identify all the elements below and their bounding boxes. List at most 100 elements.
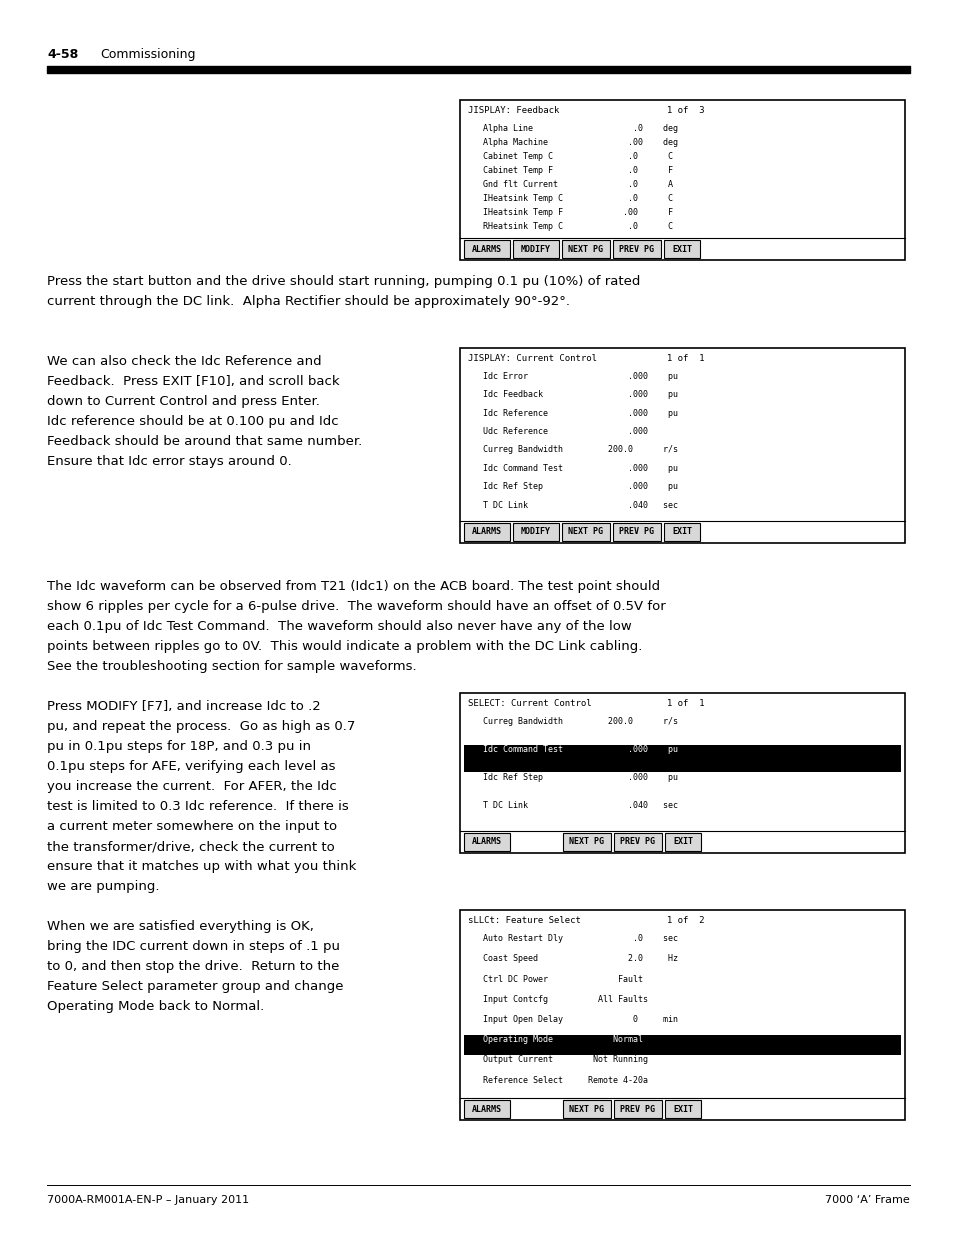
Text: Idc Ref Step                 .000    pu: Idc Ref Step .000 pu — [468, 482, 678, 492]
Text: Idc Feedback                 .000    pu: Idc Feedback .000 pu — [468, 390, 678, 399]
Text: Feature Select parameter group and change: Feature Select parameter group and chang… — [47, 981, 343, 993]
Bar — [513, 522, 558, 541]
Text: ALARMS: ALARMS — [472, 527, 501, 536]
Text: Idc Command Test             .000    pu: Idc Command Test .000 pu — [468, 464, 678, 473]
Text: sLLCt: Feature Select                1 of  2: sLLCt: Feature Select 1 of 2 — [468, 916, 703, 925]
Bar — [513, 240, 558, 258]
Text: EXIT: EXIT — [672, 837, 692, 846]
Text: to 0, and then stop the drive.  Return to the: to 0, and then stop the drive. Return to… — [47, 960, 339, 973]
Text: points between ripples go to 0V.  This would indicate a problem with the DC Link: points between ripples go to 0V. This wo… — [47, 640, 641, 653]
Bar — [663, 522, 700, 541]
Text: IHeatsink Temp C             .0      C: IHeatsink Temp C .0 C — [468, 194, 672, 203]
Text: PREV PG: PREV PG — [618, 245, 654, 253]
Text: Cabinet Temp C               .0      C: Cabinet Temp C .0 C — [468, 152, 672, 161]
Text: Input Open Delay              0     min: Input Open Delay 0 min — [468, 1015, 678, 1024]
Text: PREV PG: PREV PG — [618, 527, 654, 536]
Text: Output Current        Not Running: Output Current Not Running — [468, 1056, 647, 1065]
Text: Idc Reference                .000    pu: Idc Reference .000 pu — [468, 409, 678, 417]
Text: current through the DC link.  Alpha Rectifier should be approximately 90°-92°.: current through the DC link. Alpha Recti… — [47, 295, 569, 308]
Text: EXIT: EXIT — [672, 1104, 692, 1114]
Text: ensure that it matches up with what you think: ensure that it matches up with what you … — [47, 860, 356, 873]
Text: NEXT PG: NEXT PG — [569, 1104, 604, 1114]
Text: 7000A-RM001A-EN-P – January 2011: 7000A-RM001A-EN-P – January 2011 — [47, 1195, 249, 1205]
Bar — [561, 522, 609, 541]
Text: ALARMS: ALARMS — [472, 837, 501, 846]
Text: 7000 ‘A’ Frame: 7000 ‘A’ Frame — [824, 1195, 909, 1205]
Bar — [613, 522, 660, 541]
Text: ALARMS: ALARMS — [472, 1104, 501, 1114]
Text: show 6 ripples per cycle for a 6-pulse drive.  The waveform should have an offse: show 6 ripples per cycle for a 6-pulse d… — [47, 600, 665, 613]
Bar — [614, 1100, 661, 1118]
Text: Alpha Machine                .00    deg: Alpha Machine .00 deg — [468, 138, 678, 147]
Bar — [459, 910, 904, 1120]
Bar — [664, 1100, 700, 1118]
Text: Idc Ref Step                 .000    pu: Idc Ref Step .000 pu — [468, 773, 678, 782]
Text: Feedback should be around that same number.: Feedback should be around that same numb… — [47, 435, 362, 448]
Text: NEXT PG: NEXT PG — [569, 837, 604, 846]
Text: Curreg Bandwidth         200.0      r/s: Curreg Bandwidth 200.0 r/s — [468, 718, 678, 726]
Text: the transformer/drive, check the current to: the transformer/drive, check the current… — [47, 840, 335, 853]
Text: See the troubleshooting section for sample waveforms.: See the troubleshooting section for samp… — [47, 659, 416, 673]
Text: PREV PG: PREV PG — [619, 1104, 655, 1114]
Text: RHeatsink Temp C             .0      C: RHeatsink Temp C .0 C — [468, 222, 672, 231]
Text: test is limited to 0.3 Idc reference.  If there is: test is limited to 0.3 Idc reference. If… — [47, 800, 349, 813]
Bar — [463, 1035, 900, 1055]
Text: PREV PG: PREV PG — [619, 837, 655, 846]
Text: JISPLAY: Feedback                    1 of  3: JISPLAY: Feedback 1 of 3 — [468, 106, 703, 115]
Text: Curreg Bandwidth         200.0      r/s: Curreg Bandwidth 200.0 r/s — [468, 446, 678, 454]
Text: Press the start button and the drive should start running, pumping 0.1 pu (10%) : Press the start button and the drive sho… — [47, 275, 639, 288]
Bar — [463, 745, 900, 772]
Text: Idc Command Test             .000    pu: Idc Command Test .000 pu — [468, 745, 678, 755]
Bar — [562, 832, 610, 851]
Text: T DC Link                    .040   sec: T DC Link .040 sec — [468, 500, 678, 510]
Bar — [459, 100, 904, 261]
Text: IHeatsink Temp F            .00      F: IHeatsink Temp F .00 F — [468, 207, 672, 217]
Text: Alpha Line                    .0    deg: Alpha Line .0 deg — [468, 124, 678, 133]
Text: Idc reference should be at 0.100 pu and Idc: Idc reference should be at 0.100 pu and … — [47, 415, 338, 429]
Text: Gnd flt Current              .0      A: Gnd flt Current .0 A — [468, 180, 672, 189]
Text: Ensure that Idc error stays around 0.: Ensure that Idc error stays around 0. — [47, 454, 292, 468]
Text: NEXT PG: NEXT PG — [568, 245, 603, 253]
Text: Commissioning: Commissioning — [100, 48, 195, 61]
Text: T DC Link                    .040   sec: T DC Link .040 sec — [468, 802, 678, 810]
Text: a current meter somewhere on the input to: a current meter somewhere on the input t… — [47, 820, 336, 832]
Text: We can also check the Idc Reference and: We can also check the Idc Reference and — [47, 354, 321, 368]
Text: JISPLAY: Current Control             1 of  1: JISPLAY: Current Control 1 of 1 — [468, 354, 703, 363]
Text: bring the IDC current down in steps of .1 pu: bring the IDC current down in steps of .… — [47, 940, 339, 953]
Text: Udc Reference                .000: Udc Reference .000 — [468, 427, 647, 436]
Bar — [613, 240, 660, 258]
Text: each 0.1pu of Idc Test Command.  The waveform should also never have any of the : each 0.1pu of Idc Test Command. The wave… — [47, 620, 631, 634]
Bar — [459, 348, 904, 543]
Text: pu, and repeat the process.  Go as high as 0.7: pu, and repeat the process. Go as high a… — [47, 720, 355, 734]
Text: Operating Mode            Normal: Operating Mode Normal — [468, 1035, 642, 1045]
Text: 0.1pu steps for AFE, verifying each level as: 0.1pu steps for AFE, verifying each leve… — [47, 760, 335, 773]
Text: MODIFY: MODIFY — [520, 527, 551, 536]
Bar — [463, 522, 510, 541]
Bar — [459, 693, 904, 853]
Bar — [663, 240, 700, 258]
Text: SELECT: Current Control              1 of  1: SELECT: Current Control 1 of 1 — [468, 699, 703, 708]
Bar — [614, 832, 661, 851]
Text: Feedback.  Press EXIT [F10], and scroll back: Feedback. Press EXIT [F10], and scroll b… — [47, 375, 339, 388]
Text: Reference Select     Remote 4-20a: Reference Select Remote 4-20a — [468, 1076, 647, 1084]
Text: Press MODIFY [F7], and increase Idc to .2: Press MODIFY [F7], and increase Idc to .… — [47, 700, 320, 713]
Bar — [664, 832, 700, 851]
Text: Ctrl DC Power              Fault: Ctrl DC Power Fault — [468, 974, 642, 983]
Text: Operating Mode back to Normal.: Operating Mode back to Normal. — [47, 1000, 264, 1013]
Text: pu in 0.1pu steps for 18P, and 0.3 pu in: pu in 0.1pu steps for 18P, and 0.3 pu in — [47, 740, 311, 753]
Bar — [463, 240, 510, 258]
Text: NEXT PG: NEXT PG — [568, 527, 603, 536]
Text: EXIT: EXIT — [671, 527, 691, 536]
Text: EXIT: EXIT — [671, 245, 691, 253]
Text: ALARMS: ALARMS — [472, 245, 501, 253]
Text: Coast Speed                  2.0     Hz: Coast Speed 2.0 Hz — [468, 955, 678, 963]
Bar — [463, 1100, 510, 1118]
Text: Input Contcfg          All Faults: Input Contcfg All Faults — [468, 994, 647, 1004]
Bar — [562, 1100, 610, 1118]
Text: Auto Restart Dly              .0    sec: Auto Restart Dly .0 sec — [468, 934, 678, 944]
Text: down to Current Control and press Enter.: down to Current Control and press Enter. — [47, 395, 319, 408]
Text: MODIFY: MODIFY — [520, 245, 551, 253]
Text: The Idc waveform can be observed from T21 (Idc1) on the ACB board. The test poin: The Idc waveform can be observed from T2… — [47, 580, 659, 593]
Text: you increase the current.  For AFER, the Idc: you increase the current. For AFER, the … — [47, 781, 336, 793]
Text: we are pumping.: we are pumping. — [47, 881, 159, 893]
